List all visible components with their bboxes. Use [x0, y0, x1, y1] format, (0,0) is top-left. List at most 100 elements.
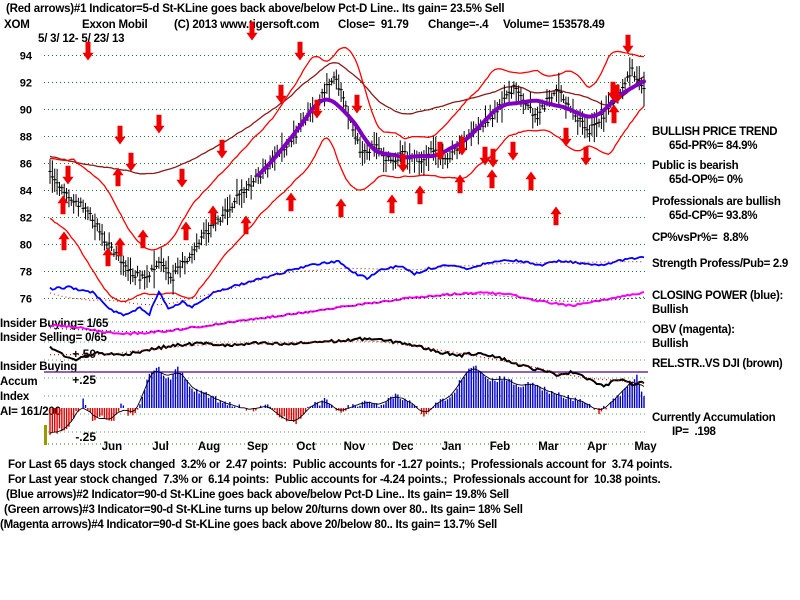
price-trend-title: BULLISH PRICE TREND [652, 126, 778, 138]
accum-index-label-2: Accum [0, 376, 38, 388]
chart-start-tick [44, 425, 47, 445]
buy-arrow-icon [180, 221, 192, 241]
price-tick-label: 80 [20, 240, 32, 252]
sell-arrow-icon [397, 153, 409, 173]
month-label: Feb [490, 441, 510, 453]
buy-arrow-icon [285, 192, 297, 212]
price-tick-label: 76 [20, 294, 32, 306]
buy-arrow-icon [240, 215, 252, 235]
buy-arrow-icon [414, 185, 426, 205]
footer-65day-summary: For Last 65 days stock changed 3.2% or 2… [8, 459, 673, 471]
obv-title: OBV (magenta): [652, 324, 735, 336]
close-price: Close= 91.79 [338, 19, 409, 31]
rel-strength-path [49, 62, 645, 175]
month-label: Sep [247, 441, 268, 453]
sell-arrow-icon [507, 141, 519, 161]
price-tick-label: 82 [20, 213, 32, 225]
ticker-symbol: XOM [4, 19, 30, 31]
month-label: Dec [392, 441, 414, 453]
closing-power-trend-path [49, 261, 645, 306]
accum-outline-path [49, 368, 645, 434]
sell-arrow-icon [560, 127, 572, 147]
upper-band-line [49, 46, 645, 251]
accum-index-value: AI= 161/200 [0, 406, 61, 418]
price-tick-label: 86 [20, 159, 32, 171]
month-label: Oct [296, 441, 315, 453]
accum-tick-label: +.25 [72, 373, 96, 387]
price-tick-label: 92 [20, 78, 32, 90]
signal-arrows [57, 21, 634, 267]
price-tick-label: 94 [20, 51, 33, 63]
price-bands [49, 46, 645, 303]
volume: Volume= 153578.49 [503, 19, 605, 31]
public-sentiment-title: Public is bearish [652, 160, 739, 172]
buy-arrow-icon [386, 194, 398, 214]
indicator-2-caption: (Blue arrows)#2 Indicator=90-d St-KLine … [6, 489, 509, 501]
accumulation-index-pane [44, 336, 648, 435]
closing-power-path [49, 255, 645, 317]
accum-index-label-3: Index [0, 391, 30, 403]
price-tick-label: 88 [20, 132, 32, 144]
price-tick-label: 90 [20, 105, 32, 117]
sell-arrow-icon [82, 41, 94, 61]
sell-arrow-icon [125, 152, 137, 172]
buy-arrow-icon [102, 247, 114, 267]
professional-sentiment-value: 65d-CP%= 93.8% [669, 210, 758, 222]
buy-arrow-icon [57, 195, 69, 215]
professional-sentiment-title: Professionals are bullish [652, 196, 781, 208]
buy-arrow-icon [114, 237, 126, 257]
obv-status: Bullish [652, 338, 689, 350]
month-label: Apr [587, 441, 607, 453]
moving-average-line [256, 79, 646, 178]
accum-tick-label: +.50 [72, 347, 96, 361]
closing-power-obv-pane [49, 255, 645, 336]
relative-strength-title: REL.STR..VS DJI (brown) [652, 358, 783, 370]
sell-arrow-icon [246, 21, 258, 41]
month-label: Aug [198, 441, 220, 453]
month-label: Nov [344, 441, 366, 453]
buy-arrow-icon [137, 229, 149, 249]
bottom-rs-trend-path [49, 340, 645, 384]
buy-arrow-icon [335, 198, 347, 218]
buy-arrow-icon [486, 169, 498, 189]
price-tick-label: 84 [20, 186, 33, 198]
price-bars [48, 57, 646, 295]
lower-band-line [49, 105, 645, 303]
buy-arrow-icon [207, 205, 219, 225]
accumulation-ip-value: IP= .198 [672, 426, 716, 438]
obv-path [49, 291, 645, 336]
accumulation-title: Currently Accumulation [652, 412, 776, 424]
month-label: May [634, 441, 657, 453]
month-label: Mar [538, 441, 559, 453]
price-trend-value: 65d-PR%= 84.9% [669, 140, 758, 152]
indicator-3-caption: (Green arrows)#3 Indicator=90-d St-KLine… [4, 504, 523, 516]
price-change: Change=-.4 [428, 19, 489, 31]
buy-arrow-icon [454, 174, 466, 194]
closing-power-status: Bullish [652, 304, 689, 316]
sell-arrow-icon [311, 99, 323, 119]
buy-arrow-icon [550, 206, 562, 226]
indicator-1-caption: (Red arrows)#1 Indicator=5-d St-KLine go… [6, 3, 505, 15]
sell-arrow-icon [351, 94, 363, 114]
company-name: Exxon Mobil [82, 19, 148, 31]
sell-arrow-icon [275, 84, 287, 104]
buy-arrow-icon [58, 231, 70, 251]
sell-arrow-icon [216, 139, 228, 159]
sell-arrow-icon [62, 165, 74, 185]
date-range: 5/ 3/ 12- 5/ 23/ 13 [38, 33, 125, 45]
sell-arrow-icon [456, 136, 468, 156]
sell-arrow-icon [434, 141, 446, 161]
sell-arrow-icon [611, 84, 623, 104]
buy-arrow-icon [608, 104, 620, 124]
ma-path [256, 79, 646, 178]
month-label: Jun [102, 441, 122, 453]
sell-arrow-icon [479, 146, 491, 166]
sell-arrow-icon [622, 34, 634, 54]
sell-arrow-icon [153, 114, 165, 134]
month-axis-labels: Jun Jul Aug Sep Oct Nov Dec Jan Feb Mar Apr May [44, 425, 657, 453]
accum-index-label-1: Insider Buying [0, 361, 78, 373]
relative-strength-line [49, 62, 645, 175]
sell-arrow-icon [176, 168, 188, 188]
buy-arrow-icon [112, 167, 124, 187]
